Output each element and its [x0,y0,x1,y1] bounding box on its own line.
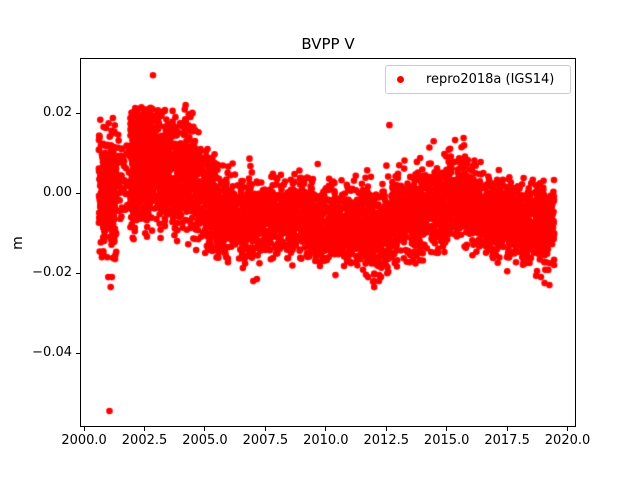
x-axis-tick [204,427,206,431]
y-tick-label: 0.00 [43,185,72,201]
y-tick-label: 0.02 [43,105,72,121]
chart-title: BVPP V [301,35,355,53]
x-tick-label: 2002.5 [121,433,168,448]
x-axis-tick [144,427,146,431]
x-tick-label: 2010.0 [303,433,349,448]
plot-area-border [80,58,576,427]
x-axis-tick [446,427,448,431]
x-axis-tick [325,427,327,431]
x-tick-label: 2017.5 [484,433,530,448]
legend: repro2018a (IGS14) [385,65,571,94]
y-tick-label: −0.04 [32,345,72,361]
y-axis-tick [76,272,80,274]
legend-marker-dot-icon [397,76,404,83]
y-axis-label: m [10,236,26,250]
x-axis-tick [506,427,508,431]
y-axis-tick [76,192,80,194]
x-tick-label: 2005.0 [182,433,228,448]
x-tick-label: 2007.5 [242,433,289,448]
y-axis-tick [76,352,80,354]
x-tick-label: 2020.0 [544,433,591,448]
x-axis-tick [567,427,569,431]
x-tick-label: 2015.0 [423,433,470,448]
x-axis-tick [385,427,387,431]
y-axis-tick [76,112,80,114]
x-tick-label: 2012.5 [363,433,410,448]
scatter-points-canvas [80,58,576,427]
x-axis-tick [264,427,266,431]
x-tick-label: 2000.0 [61,433,107,448]
legend-label: repro2018a (IGS14) [426,72,555,87]
x-axis-tick [83,427,85,431]
y-tick-label: −0.02 [32,265,72,281]
